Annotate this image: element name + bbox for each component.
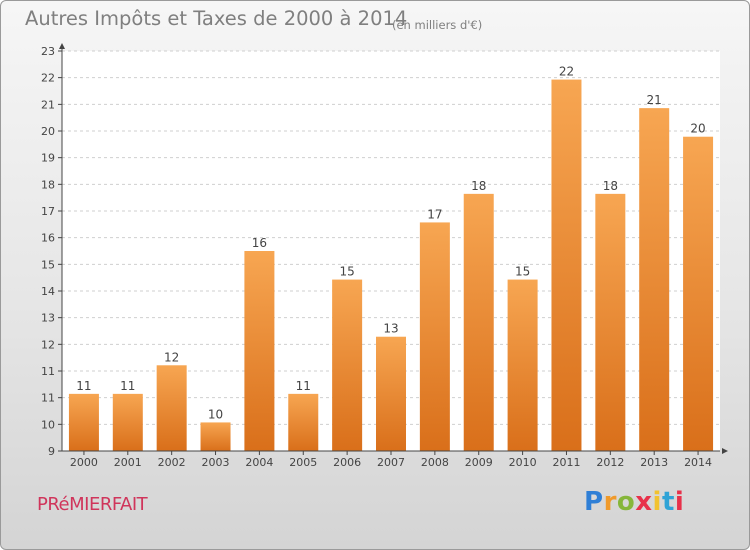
bar-value-label: 15 <box>339 265 354 279</box>
x-tick-label: 2005 <box>289 456 317 469</box>
bar <box>507 279 538 451</box>
bar-value-label: 16 <box>252 236 267 250</box>
x-tick-label: 2001 <box>114 456 142 469</box>
bar <box>244 251 275 451</box>
bar-value-label: 18 <box>603 179 618 193</box>
x-axis-arrow <box>722 448 728 454</box>
bar-value-label: 13 <box>383 322 398 336</box>
x-tick-label: 2014 <box>684 456 712 469</box>
x-tick-label: 2007 <box>377 456 405 469</box>
y-tick-label: 10 <box>41 418 55 431</box>
logo-letter: o <box>616 487 636 517</box>
bar-value-label: 15 <box>515 265 530 279</box>
bar-value-label: 11 <box>120 379 135 393</box>
town-name: PRéMIERFAIT <box>37 494 148 515</box>
bar <box>463 193 494 451</box>
x-tick-label: 2012 <box>596 456 624 469</box>
logo-letter: r <box>603 487 617 517</box>
bar <box>112 393 143 451</box>
y-tick-label: 14 <box>41 285 55 298</box>
y-tick-label: 21 <box>41 98 55 111</box>
logo-letter: t <box>661 487 675 517</box>
bar-value-label: 12 <box>164 350 179 364</box>
bar <box>639 108 670 452</box>
y-tick-label: 12 <box>41 338 55 351</box>
y-tick-label: 15 <box>41 258 55 271</box>
bar-value-label: 11 <box>296 379 311 393</box>
proxiti-logo: Proxiti <box>584 487 684 517</box>
x-tick-label: 2002 <box>158 456 186 469</box>
bar-value-label: 17 <box>427 207 442 221</box>
y-tick-label: 16 <box>41 232 55 245</box>
y-tick-label: 22 <box>41 72 55 85</box>
bar <box>68 393 99 451</box>
bar <box>156 365 187 451</box>
x-tick-label: 2013 <box>640 456 668 469</box>
y-tick-label: 20 <box>41 125 55 138</box>
y-tick-label: 17 <box>41 205 55 218</box>
y-tick-label: 19 <box>41 152 55 165</box>
y-tick-label: 23 <box>41 45 55 58</box>
x-tick-label: 2010 <box>509 456 537 469</box>
x-tick-label: 2006 <box>333 456 361 469</box>
x-tick-label: 2009 <box>465 456 493 469</box>
chart-title: Autres Impôts et Taxes de 2000 à 2014 <box>25 7 408 30</box>
bar <box>376 336 406 451</box>
bar <box>551 79 582 452</box>
bar-value-label: 18 <box>471 179 486 193</box>
x-tick-label: 2008 <box>421 456 449 469</box>
chart-subtitle: (en milliers d'€) <box>392 18 483 32</box>
x-tick-label: 2003 <box>202 456 230 469</box>
x-tick-label: 2000 <box>70 456 98 469</box>
y-tick-label: 18 <box>41 178 55 191</box>
y-tick-label: 13 <box>41 312 55 325</box>
bar <box>595 193 626 451</box>
logo-letter: P <box>584 487 604 517</box>
bar-value-label: 20 <box>690 122 705 136</box>
bar-value-label: 21 <box>647 93 662 107</box>
logo-letter: i <box>674 487 685 517</box>
x-tick-label: 2011 <box>552 456 580 469</box>
bar-value-label: 11 <box>76 379 91 393</box>
y-axis-arrow <box>59 43 65 49</box>
bar <box>419 222 450 451</box>
x-tick-label: 2004 <box>245 456 273 469</box>
y-tick-label: 11 <box>41 365 55 378</box>
bar <box>332 279 363 451</box>
logo-letter: x <box>635 487 653 517</box>
y-tick-label: 11 <box>41 392 55 405</box>
bar-value-label: 22 <box>559 65 574 79</box>
bar <box>683 136 714 451</box>
y-tick-label: 9 <box>48 445 55 458</box>
bar <box>200 422 231 451</box>
bar-value-label: 10 <box>208 407 223 421</box>
logo-letter: i <box>652 487 662 517</box>
bar <box>288 393 319 451</box>
